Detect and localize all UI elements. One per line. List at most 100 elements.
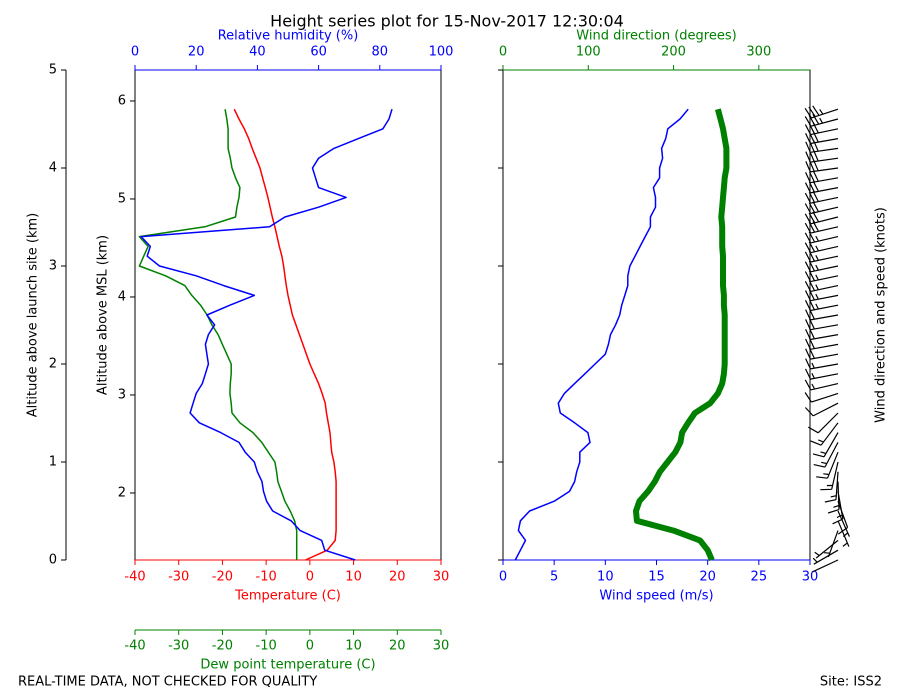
wind-barb <box>812 559 839 573</box>
chart-title: Height series plot for 15-Nov-2017 12:30… <box>270 12 624 31</box>
tick-label: -30 <box>168 639 189 654</box>
axis-label: Wind direction and speed (knots) <box>874 207 889 423</box>
tick-label: 30 <box>433 570 450 585</box>
tick-label: 20 <box>389 570 406 585</box>
wind-barb <box>804 270 839 283</box>
wind-barb <box>827 481 840 514</box>
wind-barb <box>805 338 839 350</box>
axis-label: Dew point temperature (C) <box>200 658 375 673</box>
tick-label: -10 <box>256 639 277 654</box>
data-line <box>514 108 689 561</box>
wind-barb <box>813 442 839 468</box>
tick-label: 6 <box>118 93 126 108</box>
tick-label: 40 <box>249 45 266 60</box>
tick-label: -10 <box>256 570 277 585</box>
wind-barb <box>805 358 839 370</box>
wind-barb <box>804 379 839 391</box>
tick-label: 200 <box>661 45 686 60</box>
tick-label: 25 <box>751 570 768 585</box>
wind-barb <box>816 451 839 479</box>
wind-barb <box>804 113 839 127</box>
wind-barb <box>837 520 850 547</box>
wind-barb <box>814 539 839 559</box>
wind-barb <box>805 170 839 184</box>
plot-frame <box>502 69 811 561</box>
axis-label: Altitude above MSL (km) <box>96 235 111 395</box>
wind-barb <box>804 260 839 273</box>
wind-barb <box>804 211 839 225</box>
axis-label: Wind speed (m/s) <box>599 589 713 604</box>
axis-label: Relative humidity (%) <box>218 29 359 44</box>
wind-barb <box>804 402 839 417</box>
wind-barb <box>824 530 839 558</box>
tick-label: 30 <box>433 639 450 654</box>
tick-label: -40 <box>124 639 145 654</box>
wind-barb <box>804 105 839 119</box>
data-line <box>233 108 337 561</box>
tick-label: 10 <box>597 570 614 585</box>
wind-barb <box>837 510 850 537</box>
wind-barb <box>804 180 839 194</box>
wind-barb <box>804 368 839 380</box>
wind-barb <box>805 347 839 360</box>
wind-barb <box>804 231 839 244</box>
tick-label: 20 <box>188 45 205 60</box>
tick-label: 0 <box>306 570 314 585</box>
tick-label: 5 <box>550 570 558 585</box>
plot-frame <box>134 69 442 561</box>
wind-barb <box>824 471 839 503</box>
wind-barb <box>804 221 839 234</box>
tick-label: 0 <box>306 639 314 654</box>
tick-label: 80 <box>372 45 389 60</box>
wind-barb <box>804 299 839 312</box>
tick-label: 15 <box>648 570 665 585</box>
wind-barb <box>805 150 839 163</box>
tick-label: -30 <box>168 570 189 585</box>
axis-label: Temperature (C) <box>234 589 341 604</box>
axis-label: Altitude above launch site (km) <box>26 213 41 417</box>
tick-label: -20 <box>212 639 233 654</box>
wind-barb <box>808 412 839 434</box>
tick-label: 10 <box>345 639 362 654</box>
tick-label: 1 <box>49 455 57 470</box>
data-line <box>633 108 730 562</box>
tick-label: 0 <box>49 553 57 568</box>
wind-barb <box>804 241 839 254</box>
footer-left: REAL-TIME DATA, NOT CHECKED FOR QUALITY <box>18 675 317 690</box>
wind-barb <box>805 131 839 145</box>
tick-label: 60 <box>310 45 327 60</box>
wind-barb <box>804 122 839 136</box>
wind-barb <box>805 140 839 153</box>
tick-label: -40 <box>124 570 145 585</box>
wind-barb <box>804 201 839 215</box>
wind-barb <box>804 191 839 204</box>
tick-label: 0 <box>499 570 507 585</box>
wind-barb <box>805 318 839 331</box>
tick-label: 300 <box>746 45 771 60</box>
tick-label: 20 <box>389 639 406 654</box>
tick-label: 0 <box>131 45 139 60</box>
tick-label: 4 <box>49 161 57 176</box>
wind-barb <box>812 432 839 458</box>
wind-barb <box>804 280 839 292</box>
tick-label: 2 <box>49 357 57 372</box>
wind-barb <box>804 392 839 403</box>
tick-label: 4 <box>118 289 126 304</box>
tick-label: 100 <box>429 45 454 60</box>
axis-label: Wind direction (degrees) <box>576 29 736 44</box>
wind-barb <box>837 500 849 535</box>
tick-label: 100 <box>576 45 601 60</box>
wind-barb <box>804 289 839 302</box>
tick-label: 3 <box>49 259 57 274</box>
tick-label: 5 <box>118 191 126 206</box>
tick-label: 30 <box>802 570 819 585</box>
wind-barb <box>805 308 839 321</box>
footer-right: Site: ISS2 <box>820 675 882 690</box>
wind-barb <box>804 250 839 263</box>
data-line <box>140 108 393 561</box>
wind-barb <box>812 549 839 565</box>
tick-label: 10 <box>345 570 362 585</box>
tick-label: 2 <box>118 485 126 500</box>
tick-label: 5 <box>49 63 57 78</box>
